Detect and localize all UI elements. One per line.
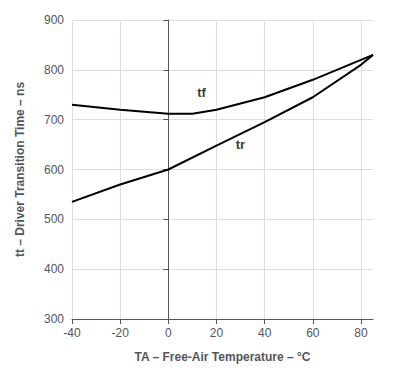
svg-text:tt – Driver Transition Time –: tt – Driver Transition Time – ns [13, 82, 27, 257]
svg-text:0: 0 [165, 326, 172, 340]
svg-text:300: 300 [44, 312, 64, 326]
svg-text:700: 700 [44, 113, 64, 127]
svg-text:60: 60 [306, 326, 320, 340]
svg-text:TA – Free-Air Temperature – °C: TA – Free-Air Temperature – °C [135, 350, 311, 364]
svg-text:400: 400 [44, 262, 64, 276]
svg-text:-40: -40 [63, 326, 81, 340]
svg-text:-20: -20 [111, 326, 129, 340]
svg-text:800: 800 [44, 63, 64, 77]
svg-text:tr: tr [236, 137, 245, 152]
svg-text:tf: tf [197, 85, 206, 100]
svg-text:20: 20 [210, 326, 224, 340]
svg-text:40: 40 [258, 326, 272, 340]
svg-text:900: 900 [44, 13, 64, 27]
svg-text:500: 500 [44, 212, 64, 226]
svg-text:80: 80 [354, 326, 368, 340]
svg-text:600: 600 [44, 163, 64, 177]
